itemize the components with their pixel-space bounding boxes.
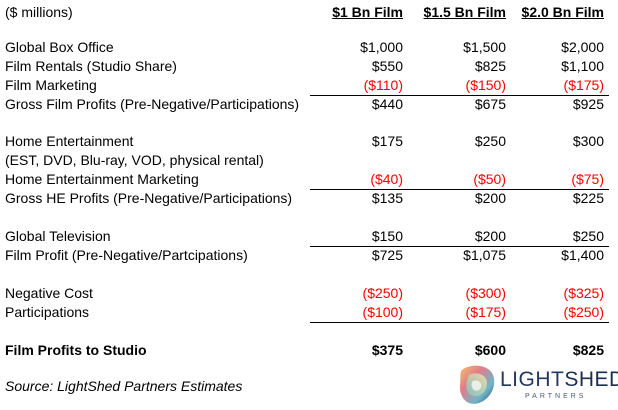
table-row-global-television: Global Television $150 $200 $250 [0,227,618,246]
row-value-1-5bn: $1,500 [463,39,506,55]
row-value-2bn: $250 [572,228,604,244]
row-value-1-5bn: ($175) [465,304,506,320]
row-label: Gross Film Profits (Pre-Negative/Partici… [5,96,300,112]
row-value-1bn: $550 [371,58,403,74]
row-value-1bn: $725 [371,247,403,263]
subtotal-rule [310,95,609,96]
table-row-home-entertainment: Home Entertainment $175 $250 $300 [0,132,618,151]
row-value-2bn: ($325) [563,285,604,301]
row-label: Home Entertainment Marketing [5,171,199,187]
lightshed-wordmark: LIGHTSHED [500,369,618,391]
row-value-2bn: $225 [572,190,604,206]
row-value-1bn: $175 [371,133,403,149]
subtotal-rule [310,189,609,190]
lightshed-partners-label: PARTNERS [525,393,587,400]
row-label: Film Profits to Studio [5,342,147,358]
row-label: Participations [5,304,90,320]
table-row-he-marketing: Home Entertainment Marketing ($40) ($50)… [0,170,618,189]
table-row-film-marketing: Film Marketing ($110) ($150) ($175) [0,76,618,95]
row-value-1-5bn: $1,075 [463,247,506,263]
row-value-2bn: $2,000 [561,39,604,55]
table-row-negative-cost: Negative Cost ($250) ($300) ($325) [0,284,618,303]
column-header-2bn: $2.0 Bn Film [521,4,604,20]
row-value-2bn: ($175) [563,77,604,93]
units-label: ($ millions) [5,4,73,20]
row-value-2bn: $925 [572,96,604,112]
row-value-1bn: ($110) [363,77,403,93]
row-value-2bn: $1,100 [561,58,604,74]
row-value-1bn: $375 [371,342,403,358]
row-label: Film Rentals (Studio Share) [5,58,177,74]
subtotal-rule [310,322,609,323]
row-label: Gross HE Profits (Pre-Negative/Participa… [5,190,293,206]
row-label: Global Television [5,228,111,244]
row-value-1-5bn: ($300) [465,285,506,301]
logo-word-shed: SHED [564,368,618,391]
table-row-global-box-office: Global Box Office $1,000 $1,500 $2,000 [0,38,618,57]
row-value-1bn: ($40) [370,171,403,187]
row-value-1-5bn: ($50) [473,171,506,187]
column-header-1-5bn: $1.5 Bn Film [423,4,506,20]
row-value-1-5bn: $825 [474,58,506,74]
row-value-1-5bn: ($150) [465,77,506,93]
row-value-1bn: ($100) [362,304,403,320]
table-row-home-entertainment-detail: (EST, DVD, Blu-ray, VOD, physical rental… [0,151,618,170]
row-label: Home Entertainment [5,133,134,149]
table-row-gross-film-profits: Gross Film Profits (Pre-Negative/Partici… [0,95,618,114]
lightshed-logo: LIGHTSHED PARTNERS [457,363,618,407]
row-label: (EST, DVD, Blu-ray, VOD, physical rental… [5,152,264,168]
table-row-film-profits-to-studio: Film Profits to Studio $375 $600 $825 [0,341,618,360]
row-value-1bn: $440 [371,96,403,112]
row-value-1-5bn: $200 [474,228,506,244]
row-value-2bn: $1,400 [561,247,604,263]
row-label: Film Marketing [5,77,97,93]
row-value-1-5bn: $250 [474,133,506,149]
row-label: Global Box Office [5,39,114,55]
table-row-film-rentals: Film Rentals (Studio Share) $550 $825 $1… [0,57,618,76]
logo-word-light: LIGHT [500,368,565,391]
table-row-participations: Participations ($100) ($175) ($250) [0,303,618,322]
row-value-1bn: $135 [371,190,403,206]
row-value-1-5bn: $675 [474,96,506,112]
row-value-1bn: ($250) [362,285,403,301]
subtotal-rule [310,246,609,247]
row-value-1-5bn: $600 [474,342,506,358]
row-value-1bn: $1,000 [360,39,403,55]
table-row-film-profit: Film Profit (Pre-Negative/Partcipations)… [0,246,618,265]
row-value-2bn: ($75) [571,171,604,187]
row-value-2bn: $300 [572,133,604,149]
row-label: Film Profit (Pre-Negative/Partcipations) [5,247,248,263]
row-value-1-5bn: $200 [474,190,506,206]
column-header-1bn: $1 Bn Film [332,4,403,20]
lightshed-logo-icon [459,365,495,404]
row-value-2bn: ($250) [563,304,604,320]
row-value-2bn: $825 [572,342,604,358]
table-row-gross-he-profits: Gross HE Profits (Pre-Negative/Participa… [0,189,618,208]
source-note: Source: LightShed Partners Estimates [5,378,243,394]
row-value-1bn: $150 [371,228,403,244]
row-label: Negative Cost [5,285,93,301]
